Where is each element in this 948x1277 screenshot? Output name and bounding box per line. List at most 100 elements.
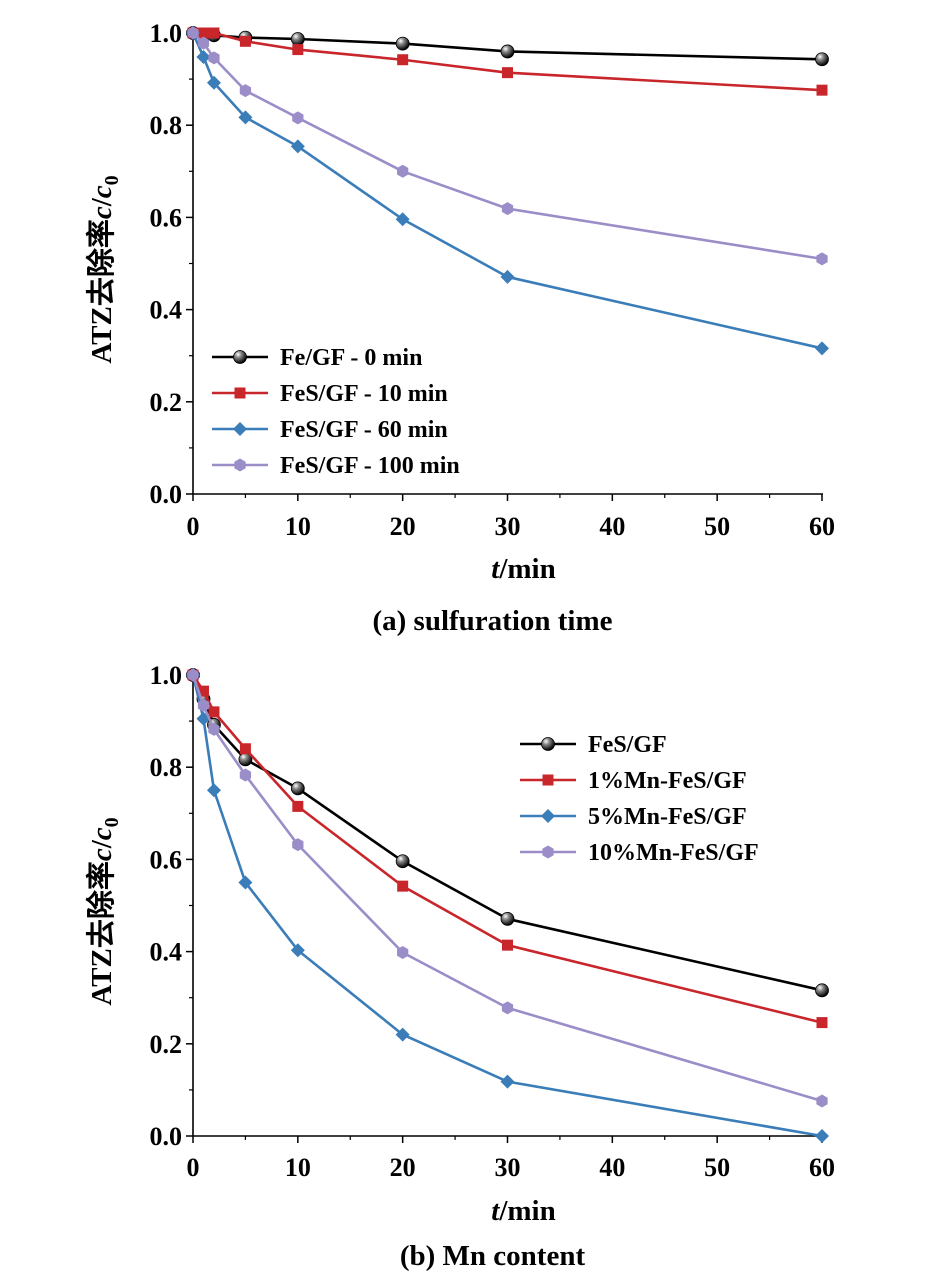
legend-marker-0 [233, 350, 247, 364]
series-3-marker-6 [501, 1001, 514, 1015]
x-tick-label: 10 [285, 1153, 311, 1182]
x-tick-label: 50 [704, 512, 730, 541]
series-1-marker-1 [197, 685, 209, 697]
series-1-marker-3 [239, 743, 251, 755]
series-1-marker-5 [397, 880, 409, 892]
legend-item: Fe/GF - 0 min [212, 345, 422, 371]
legend-label: FeS/GF - 60 min [280, 417, 448, 443]
series-1-marker-6 [502, 939, 513, 951]
series-2-marker-1 [196, 49, 211, 64]
series-0-marker-5 [395, 854, 410, 869]
series-line [191, 674, 823, 1103]
series-2-marker-7 [815, 1129, 829, 1143]
series-2-marker-2 [206, 75, 221, 90]
legend: Fe/GF - 0 min FeS/GF - 10 min FeS/GF - 60 … [212, 345, 460, 479]
y-axis-title-subscript: 0 [101, 817, 123, 827]
series-2-marker-5 [395, 1027, 410, 1042]
series-3-marker-6 [501, 202, 514, 216]
series-2-marker-3 [238, 875, 253, 890]
x-tick-label: 20 [390, 512, 416, 541]
series-2-marker-6 [500, 1074, 515, 1089]
y-tick-label: 0.8 [150, 753, 183, 782]
series-3-marker-3 [239, 84, 252, 98]
series-2-marker-7 [815, 341, 829, 356]
series-3-marker-1 [197, 36, 210, 50]
legend-marker-3 [542, 845, 554, 859]
series-line [191, 674, 823, 1138]
y-axis-title: ATZ去除率c/c0 [84, 817, 123, 1005]
legend-marker-2 [541, 809, 555, 823]
series-2 [186, 26, 829, 356]
series-3-marker-4 [292, 838, 304, 852]
legend-item: FeS/GF - 60 min [212, 417, 448, 443]
series-2-marker-3 [238, 110, 253, 125]
series-3-marker-5 [397, 164, 409, 178]
legend-marker-3 [234, 458, 246, 472]
y-axis-title-prefix: ATZ去除率 [84, 861, 118, 1005]
x-axis-title-var: t [491, 1195, 500, 1227]
series-1-marker-1 [197, 27, 209, 39]
legend-item: FeS/GF [520, 732, 667, 758]
y-axis-title-subscript: 0 [101, 175, 123, 185]
x-tick-label: 10 [285, 512, 311, 541]
y-tick-label: 0.4 [150, 938, 183, 967]
x-axis-title: t/min [491, 1195, 555, 1227]
series-line [192, 32, 823, 261]
series-0-marker-7 [815, 983, 829, 998]
y-tick-label: 0.2 [150, 388, 183, 417]
series-0-marker-5 [395, 36, 410, 51]
series-3-marker-0 [187, 26, 199, 40]
y-axis-title-c: c [86, 848, 118, 861]
series-3 [187, 26, 828, 266]
series-0-marker-6 [500, 911, 515, 926]
series-3-marker-7 [816, 1094, 828, 1108]
series-0-marker-7 [815, 52, 829, 67]
y-tick-label: 0.8 [150, 111, 183, 140]
series-2 [186, 668, 829, 1143]
series-0-marker-4 [290, 32, 305, 46]
x-tick-label: 20 [390, 1153, 416, 1182]
figure-caption: (a) sulfuration time [372, 605, 612, 637]
series-2-marker-6 [500, 269, 515, 284]
series-line [191, 32, 823, 350]
series-0-marker-4 [290, 781, 305, 796]
series-1-marker-5 [397, 54, 409, 66]
series-3-marker-7 [816, 252, 828, 266]
x-tick-label: 30 [495, 1153, 521, 1182]
legend-marker-1 [542, 774, 554, 786]
series-3-marker-5 [397, 946, 409, 960]
chart-a: 0.0 0.2 0.4 0.6 0.8 1.0 0 10 20 30 40 50 60 t/min ATZ去… [84, 19, 835, 637]
legend-item: 1%Mn-FeS/GF [520, 768, 747, 794]
x-axis-title-var: t [491, 553, 500, 585]
x-tick-label: 60 [809, 512, 835, 541]
series-2-marker-2 [206, 783, 221, 798]
x-axis-title-unit: /min [498, 1195, 555, 1227]
series-1-marker-4 [292, 44, 304, 56]
legend-label: FeS/GF [588, 732, 667, 758]
series-2-marker-5 [395, 212, 410, 227]
series-3-marker-2 [208, 722, 220, 736]
legend-label: FeS/GF - 10 min [280, 381, 448, 407]
legend-marker-2 [233, 422, 247, 436]
series-0-marker-6 [500, 44, 515, 59]
x-tick-label: 30 [495, 512, 521, 541]
series-1-marker-3 [239, 35, 251, 47]
y-tick-label: 1.0 [150, 661, 183, 690]
y-tick-label: 0.0 [150, 480, 183, 509]
x-axis-title-unit: /min [498, 553, 555, 585]
series-3-marker-0 [187, 668, 199, 682]
series-3-marker-2 [208, 51, 220, 65]
x-tick-label: 50 [704, 1153, 730, 1182]
y-tick-label: 0.0 [150, 1122, 183, 1151]
series-3 [187, 668, 828, 1108]
legend-marker-1 [234, 387, 246, 399]
y-tick-label: 0.2 [150, 1030, 183, 1059]
y-axis-title-c: c [86, 206, 118, 219]
x-tick-label: 40 [599, 1153, 625, 1182]
y-axis-title-c0: c [86, 827, 118, 840]
x-tick-label: 0 [187, 512, 200, 541]
x-tick-label: 40 [599, 512, 625, 541]
y-axis-title-c0: c [86, 185, 118, 198]
x-axis-title: t/min [491, 553, 555, 585]
legend-label: 5%Mn-FeS/GF [588, 804, 747, 830]
